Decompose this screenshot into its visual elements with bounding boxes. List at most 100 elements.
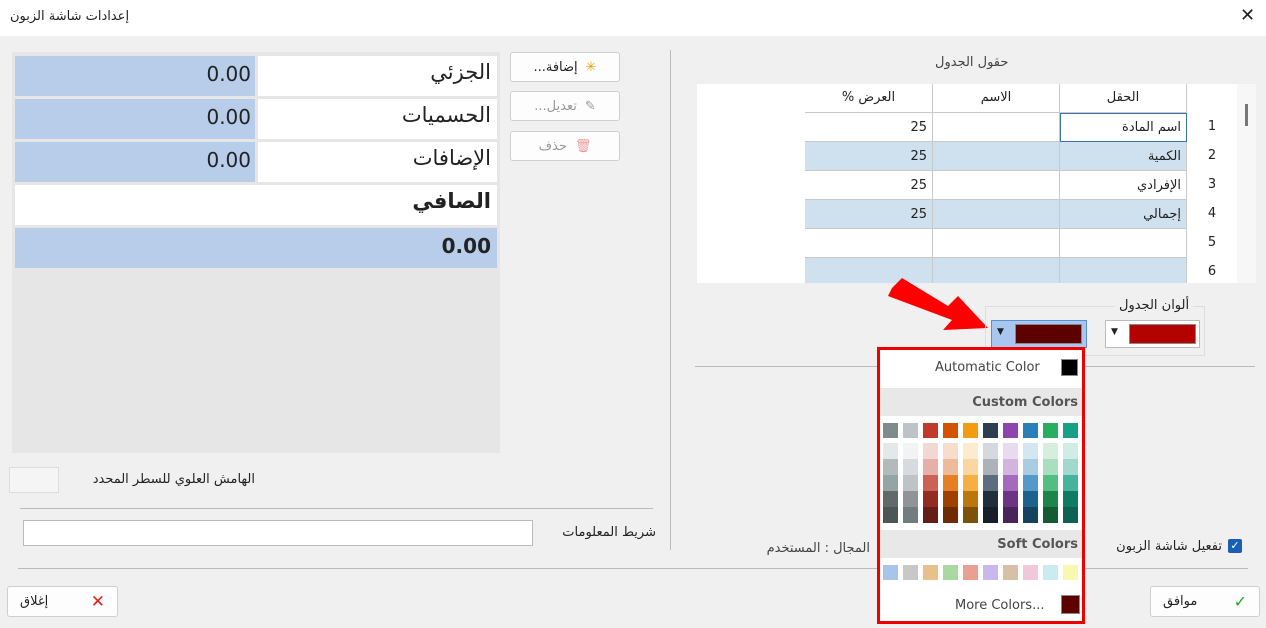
color-swatch[interactable] <box>1023 565 1038 580</box>
color-swatch[interactable] <box>963 475 978 491</box>
color-swatch[interactable] <box>883 443 898 459</box>
table-cell[interactable]: 25 <box>805 200 933 229</box>
color-swatch[interactable] <box>1063 491 1078 507</box>
table-cell[interactable] <box>933 258 1060 283</box>
table-cell[interactable] <box>805 258 933 283</box>
add-button[interactable]: ✳ إضافة... <box>510 52 620 82</box>
color-swatch[interactable] <box>963 423 978 438</box>
margin-input[interactable] <box>9 467 59 493</box>
color-swatch[interactable] <box>883 491 898 507</box>
color-swatch[interactable] <box>903 491 918 507</box>
color-swatch[interactable] <box>923 459 938 475</box>
color-swatch[interactable] <box>903 507 918 523</box>
ok-button[interactable]: ✓ موافق <box>1150 586 1260 617</box>
table-cell[interactable] <box>933 171 1060 200</box>
close-button[interactable]: ✕ إغلاق <box>7 586 118 617</box>
color-swatch[interactable] <box>1003 491 1018 507</box>
color-swatch[interactable] <box>923 475 938 491</box>
color-swatch[interactable] <box>1023 507 1038 523</box>
color-swatch[interactable] <box>1023 459 1038 475</box>
color-swatch[interactable] <box>923 443 938 459</box>
color-swatch[interactable] <box>983 459 998 475</box>
color-swatch[interactable] <box>1063 565 1078 580</box>
color-swatch[interactable] <box>943 565 958 580</box>
color-swatch[interactable] <box>1063 475 1078 491</box>
table-cell[interactable] <box>933 200 1060 229</box>
color-swatch[interactable] <box>983 565 998 580</box>
color-swatch[interactable] <box>923 507 938 523</box>
color-swatch[interactable] <box>883 459 898 475</box>
color-swatch[interactable] <box>983 475 998 491</box>
color-swatch[interactable] <box>1063 507 1078 523</box>
color-swatch[interactable] <box>943 507 958 523</box>
table-cell[interactable] <box>933 229 1060 258</box>
color-swatch[interactable] <box>883 507 898 523</box>
color-swatch[interactable] <box>963 491 978 507</box>
color-swatch[interactable] <box>1043 565 1058 580</box>
color-swatch[interactable] <box>923 491 938 507</box>
color-swatch[interactable] <box>1003 475 1018 491</box>
color-swatch[interactable] <box>1023 443 1038 459</box>
color-swatch[interactable] <box>1061 595 1080 614</box>
automatic-label[interactable]: Automatic Color <box>935 360 1040 375</box>
color-swatch[interactable] <box>1003 507 1018 523</box>
table-cell[interactable]: إجمالي <box>1060 200 1187 229</box>
checkbox[interactable]: ✓ <box>1228 539 1242 553</box>
color-swatch[interactable] <box>903 443 918 459</box>
color-swatch[interactable] <box>983 491 998 507</box>
table-cell[interactable] <box>805 229 933 258</box>
info-bar-input[interactable] <box>23 520 533 546</box>
table-cell[interactable] <box>1060 258 1187 283</box>
color-swatch[interactable] <box>1063 459 1078 475</box>
table-cell[interactable]: اسم المادة <box>1060 113 1187 142</box>
color-swatch[interactable] <box>1061 359 1078 376</box>
color-swatch[interactable] <box>883 423 898 438</box>
color-swatch[interactable] <box>903 459 918 475</box>
color-swatch[interactable] <box>923 423 938 438</box>
color-swatch[interactable] <box>983 423 998 438</box>
color-swatch[interactable] <box>883 565 898 580</box>
scrollbar[interactable] <box>1237 84 1256 283</box>
more-label[interactable]: More Colors... <box>955 598 1045 613</box>
table-cell[interactable]: الإفرادي <box>1060 171 1187 200</box>
table-cell[interactable] <box>1060 229 1187 258</box>
color-swatch[interactable] <box>963 459 978 475</box>
color-swatch[interactable] <box>1043 459 1058 475</box>
color-swatch[interactable] <box>903 423 918 438</box>
close-x[interactable]: ✕ <box>1240 5 1256 26</box>
color-swatch[interactable] <box>963 565 978 580</box>
table-cell[interactable]: 25 <box>805 113 933 142</box>
color-swatch[interactable] <box>1023 491 1038 507</box>
color-swatch[interactable] <box>943 459 958 475</box>
table-cell[interactable]: الكمية <box>1060 142 1187 171</box>
color-swatch[interactable] <box>903 475 918 491</box>
delete-button[interactable]: 🗑 حذف <box>510 131 620 161</box>
color-swatch[interactable] <box>983 443 998 459</box>
color-swatch[interactable] <box>943 423 958 438</box>
color-swatch[interactable] <box>1043 423 1058 438</box>
table-cell[interactable]: 25 <box>805 142 933 171</box>
color-swatch[interactable] <box>1023 475 1038 491</box>
color-swatch[interactable] <box>1043 507 1058 523</box>
color-swatch[interactable] <box>1003 423 1018 438</box>
color-swatch[interactable] <box>963 507 978 523</box>
color-swatch[interactable] <box>883 475 898 491</box>
color-swatch[interactable] <box>963 443 978 459</box>
color-combo-active[interactable]: ▼ <box>991 320 1087 348</box>
color-swatch[interactable] <box>1043 491 1058 507</box>
table-cell[interactable] <box>933 142 1060 171</box>
color-swatch[interactable] <box>1063 423 1078 438</box>
color-swatch[interactable] <box>923 565 938 580</box>
color-swatch[interactable] <box>943 443 958 459</box>
color-swatch[interactable] <box>983 507 998 523</box>
edit-button[interactable]: ✎ تعديل... <box>510 91 620 121</box>
color-swatch[interactable] <box>943 491 958 507</box>
color-swatch[interactable] <box>1003 565 1018 580</box>
color-swatch[interactable] <box>903 565 918 580</box>
table-cell[interactable]: 25 <box>805 171 933 200</box>
color-swatch[interactable] <box>1063 443 1078 459</box>
color-swatch[interactable] <box>1003 443 1018 459</box>
color-swatch[interactable] <box>943 475 958 491</box>
color-swatch[interactable] <box>1043 475 1058 491</box>
color-combo[interactable]: ▼ <box>1105 320 1200 348</box>
